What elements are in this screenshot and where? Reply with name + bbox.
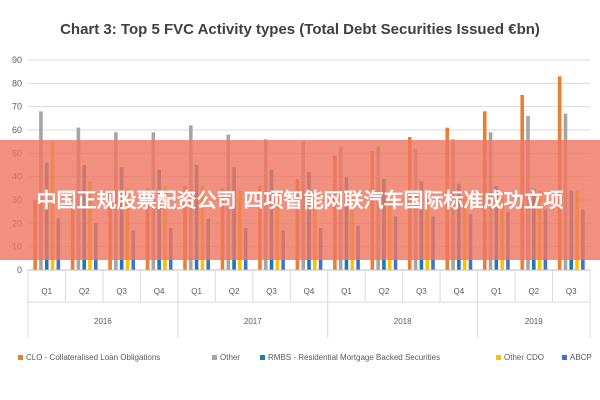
x-tick-label: Q1	[191, 287, 202, 296]
x-tick-label: Q4	[154, 287, 165, 296]
x-tick-label: Q1	[491, 287, 502, 296]
year-label: 2019	[525, 317, 543, 326]
legend-swatch-othercdo	[496, 355, 501, 360]
legend-swatch-clo	[18, 355, 23, 360]
legend-swatch-rmbs	[260, 355, 265, 360]
x-tick-label: Q2	[229, 287, 240, 296]
promo-banner: 中国正规股票配资公司 四项智能网联汽车国际标准成功立项	[0, 140, 600, 260]
y-tick-label: 80	[12, 78, 22, 88]
x-tick-label: Q4	[304, 287, 315, 296]
chart-title: Chart 3: Top 5 FVC Activity types (Total…	[60, 21, 540, 38]
x-tick-label: Q1	[341, 287, 352, 296]
x-tick-label: Q4	[454, 287, 465, 296]
y-tick-label: 70	[12, 102, 22, 112]
x-tick-label: Q3	[416, 287, 427, 296]
legend-label-rmbs: RMBS - Residential Mortgage Backed Secur…	[268, 353, 440, 362]
promo-banner-text: 中国正规股票配资公司 四项智能网联汽车国际标准成功立项	[36, 188, 564, 212]
legend-label-clo: CLO - Collateralised Loan Obligations	[26, 353, 160, 362]
legend-label-other: Other	[220, 353, 240, 362]
y-tick-label: 0	[17, 265, 22, 275]
legend-swatch-other	[212, 355, 217, 360]
legend: CLO - Collateralised Loan Obligations Oth…	[18, 353, 592, 362]
legend-label-othercdo: Other CDO	[504, 353, 544, 362]
x-tick-label: Q2	[79, 287, 90, 296]
x-tick-label: Q3	[266, 287, 277, 296]
x-axis: Q1 Q2 Q3 Q4 Q1 Q2 Q3 Q4 Q1 Q2 Q3 Q4 Q1 Q2 Q3 2016 2017 20…	[27, 269, 591, 338]
x-tick-label: Q2	[379, 287, 390, 296]
year-label: 2018	[394, 317, 412, 326]
year-label: 2017	[244, 317, 262, 326]
y-tick-label: 90	[12, 55, 22, 65]
x-tick-label: Q3	[116, 287, 127, 296]
legend-label-abcp: ABCP	[570, 353, 592, 362]
x-tick-label: Q3	[566, 287, 577, 296]
x-tick-label: Q1	[41, 287, 52, 296]
x-tick-label: Q2	[528, 287, 539, 296]
year-label: 2016	[94, 317, 112, 326]
legend-swatch-abcp	[562, 355, 567, 360]
y-tick-label: 60	[12, 125, 22, 135]
